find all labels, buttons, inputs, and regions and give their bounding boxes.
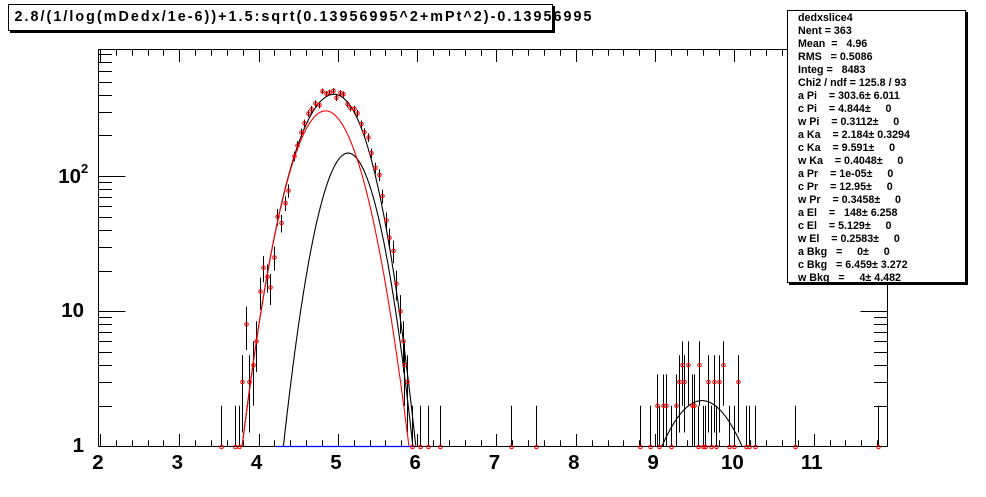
svg-text:9: 9 xyxy=(647,451,658,474)
svg-text:3: 3 xyxy=(172,451,183,474)
svg-text:2: 2 xyxy=(81,161,88,176)
svg-text:2: 2 xyxy=(92,451,103,474)
svg-text:4: 4 xyxy=(251,451,263,474)
svg-text:10: 10 xyxy=(61,299,84,322)
svg-text:7: 7 xyxy=(489,451,500,474)
svg-text:1: 1 xyxy=(73,434,84,457)
svg-text:10: 10 xyxy=(721,451,744,474)
svg-text:10: 10 xyxy=(58,165,81,188)
svg-text:8: 8 xyxy=(568,451,579,474)
svg-text:6: 6 xyxy=(409,451,420,474)
svg-text:5: 5 xyxy=(330,451,341,474)
svg-text:11: 11 xyxy=(801,451,823,474)
